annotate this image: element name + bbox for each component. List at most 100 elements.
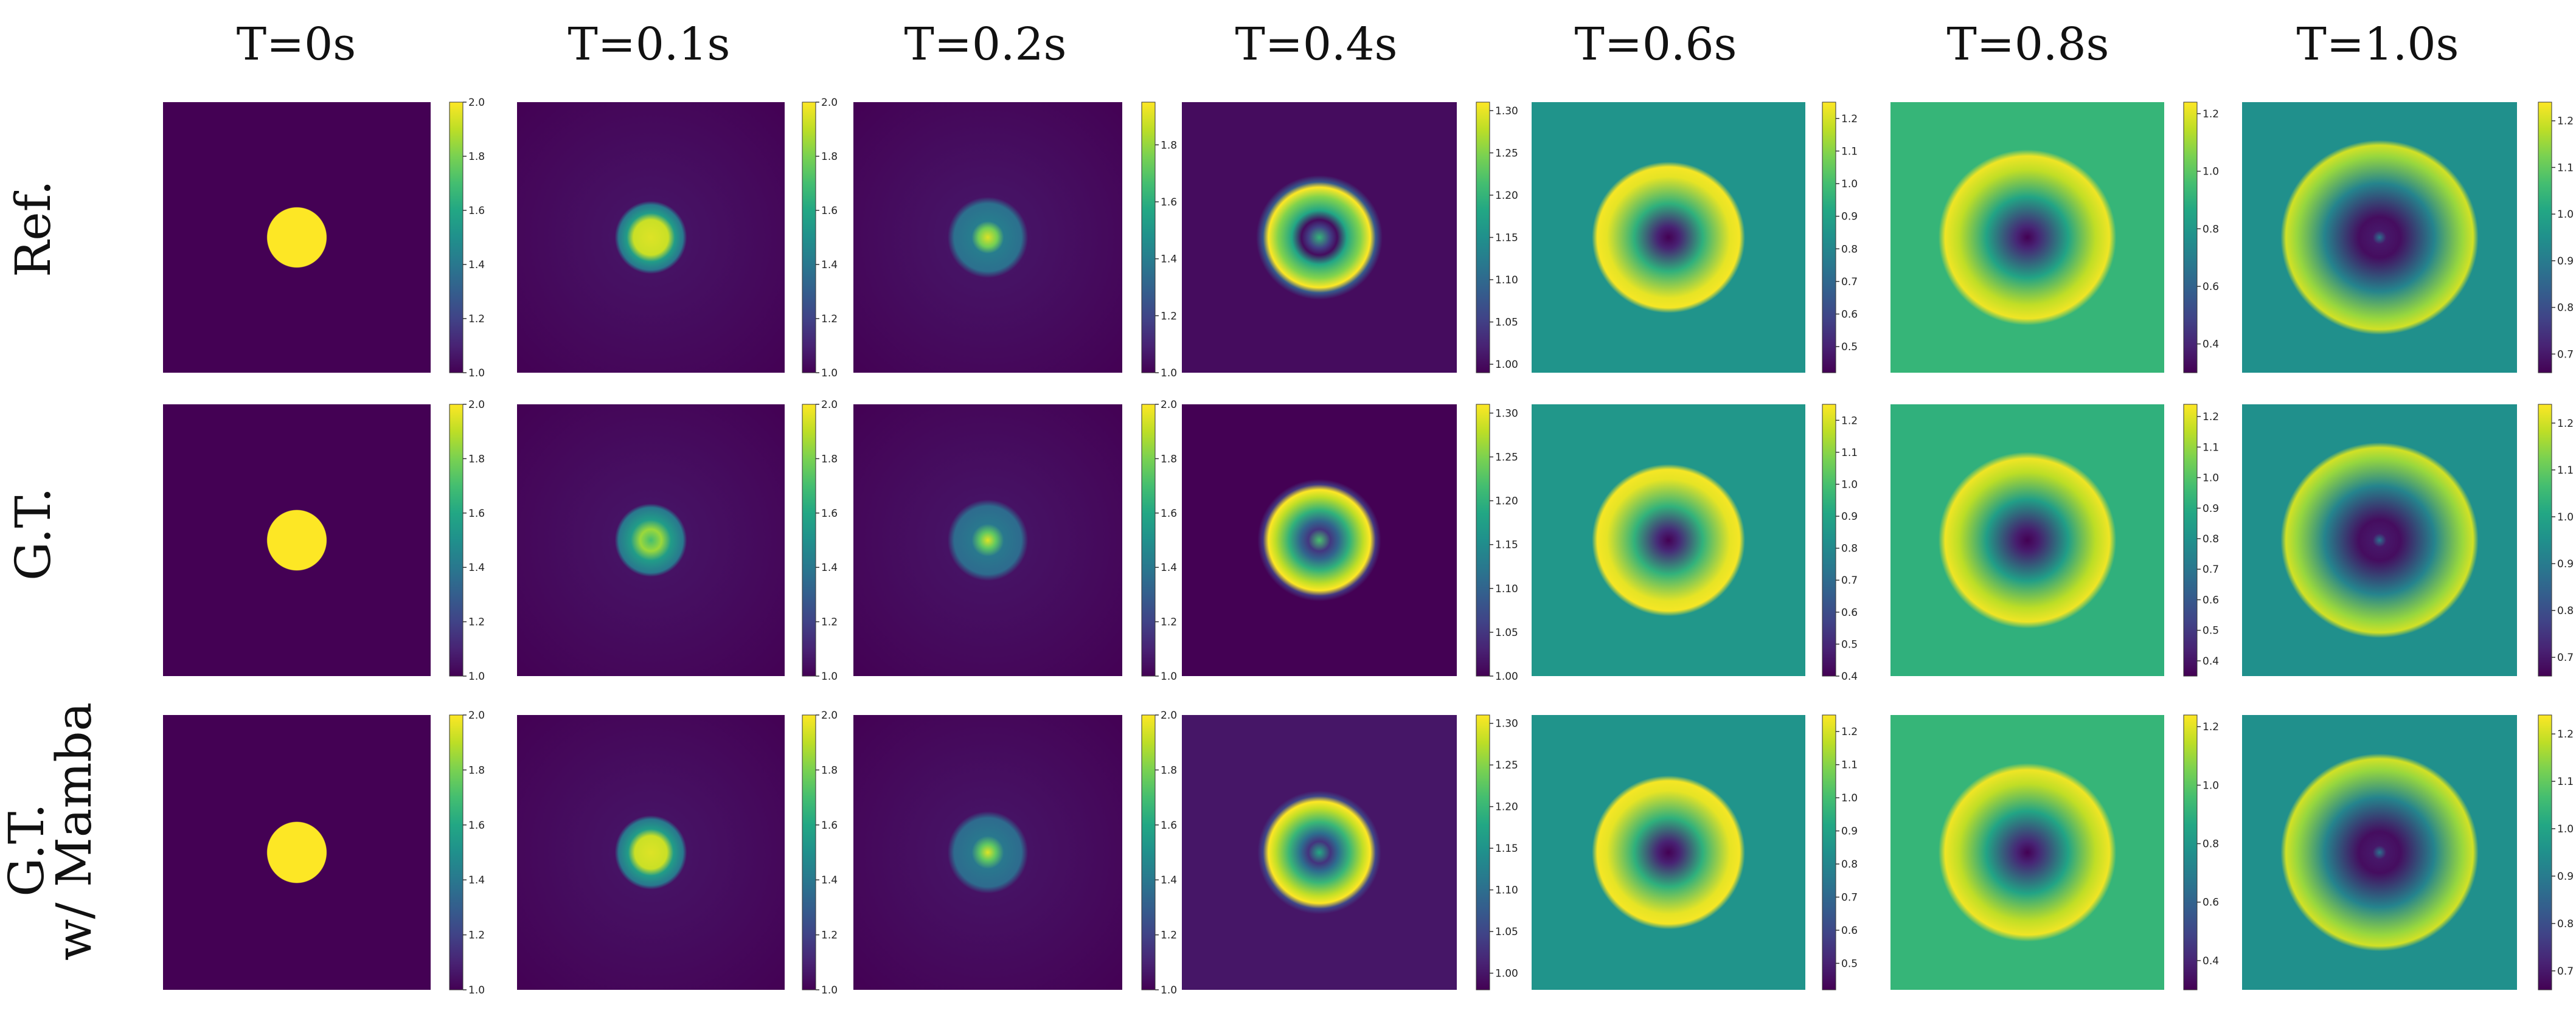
colorbar-tick-label: 0.8 xyxy=(2203,223,2219,235)
colorbar-r1-c6: 0.7 0.8 0.9 1.0 1.1 1.2 xyxy=(2538,398,2576,682)
colorbar-r0-c4: 0.5 0.6 0.7 0.8 0.9 1.0 1.1 1.2 xyxy=(1822,96,1864,379)
colorbar-tick-label: 1.0 xyxy=(2203,166,2219,178)
colorbar-tick-label: 1.25 xyxy=(1495,759,1518,772)
wave-field-r1-c6 xyxy=(2242,404,2517,676)
colorbar-tick-label: 0.6 xyxy=(1841,308,1858,320)
colorbar-tick-label: 1.8 xyxy=(468,764,485,776)
colorbar-tick-label: 1.6 xyxy=(1161,508,1177,520)
colorbar-tick-label: 1.2 xyxy=(2557,728,2574,741)
wave-field-r1-c1 xyxy=(517,404,785,676)
colorbar-r0-c5: 0.4 0.6 0.8 1.0 1.2 xyxy=(2183,96,2226,379)
colorbar-tick-label: 1.2 xyxy=(1161,617,1177,629)
colorbar-tick-label: 1.10 xyxy=(1495,274,1518,286)
colorbar-tick-label: 0.4 xyxy=(2203,339,2219,351)
colorbar-tick-label: 0.4 xyxy=(1841,671,1858,682)
colorbar-r1-c1: 1.0 1.2 1.4 1.6 1.8 2.0 xyxy=(802,398,844,682)
field-wave-pattern xyxy=(1182,102,1457,373)
colorbar-tick-label: 2.0 xyxy=(821,97,838,109)
wave-field-r1-c0 xyxy=(163,404,431,676)
colorbar-r2-c1: 1.0 1.2 1.4 1.6 1.8 2.0 xyxy=(802,709,844,996)
colorbar-tick-label: 0.9 xyxy=(1841,511,1858,523)
colorbar-tick-label: 0.8 xyxy=(2557,605,2574,617)
colorbar-tick-label: 0.7 xyxy=(1841,575,1858,587)
colorbar-r0-c1: 1.0 1.2 1.4 1.6 1.8 2.0 xyxy=(802,96,844,379)
colorbar-tick-label: 0.6 xyxy=(1841,607,1858,619)
wave-field-r1-c5 xyxy=(1890,404,2164,676)
colorbar-tick-label: 0.7 xyxy=(2557,652,2574,664)
colorbar-tick-label: 1.2 xyxy=(2203,721,2219,733)
wave-field-r1-c3 xyxy=(1182,404,1457,676)
colorbar-tick-label: 1.4 xyxy=(1161,254,1177,266)
field-wave-pattern xyxy=(2242,404,2517,676)
wave-field-r2-c5 xyxy=(1890,715,2164,990)
wave-field-r2-c4 xyxy=(1532,715,1805,990)
colorbar-tick-label: 1.30 xyxy=(1495,407,1518,420)
colorbar-tick-label: 1.00 xyxy=(1495,968,1518,980)
colorbar-tick-label: 0.9 xyxy=(2557,871,2574,883)
colorbar-tick-label: 0.5 xyxy=(2203,625,2219,637)
colorbar-gradient xyxy=(1476,715,1490,990)
colorbar-tick-label: 1.4 xyxy=(821,562,838,574)
wave-field-r0-c0 xyxy=(163,102,431,373)
colorbar-tick-label: 1.8 xyxy=(1161,764,1177,776)
field-wave-pattern xyxy=(1532,715,1805,990)
field-wave-pattern xyxy=(517,102,785,373)
colorbar-r2-c5: 0.4 0.6 0.8 1.0 1.2 xyxy=(2183,709,2226,996)
field-wave-pattern xyxy=(1890,715,2164,990)
colorbar-tick-label: 1.4 xyxy=(468,562,485,574)
colorbar-tick-label: 1.4 xyxy=(821,874,838,886)
wave-field-r2-c6 xyxy=(2242,715,2517,990)
wave-field-r1-c4 xyxy=(1532,404,1805,676)
colorbar-tick-label: 1.2 xyxy=(2557,418,2574,430)
colorbar-tick-label: 0.8 xyxy=(1841,243,1858,255)
colorbar-tick-label: 0.8 xyxy=(2557,302,2574,314)
colorbar-tick-label: 1.2 xyxy=(2557,116,2574,128)
colorbar-tick-label: 1.0 xyxy=(2203,472,2219,485)
row-label-gt-mamba-line2: w/ Mamba xyxy=(46,742,102,961)
colorbar-tick-label: 0.9 xyxy=(1841,826,1858,838)
field-wave-pattern xyxy=(163,404,431,676)
wave-field-r0-c4 xyxy=(1532,102,1805,373)
colorbar-tick-label: 1.0 xyxy=(2557,209,2574,221)
colorbar-tick-label: 2.0 xyxy=(1161,710,1177,722)
colorbar-tick-label: 1.0 xyxy=(1161,367,1177,379)
colorbar-tick-label: 1.0 xyxy=(468,367,485,379)
colorbar-tick-label: 0.7 xyxy=(1841,892,1858,904)
colorbar-tick-label: 0.8 xyxy=(1841,858,1858,871)
colorbar-tick-label: 2.0 xyxy=(821,710,838,722)
colorbar-tick-label: 1.0 xyxy=(468,671,485,682)
field-wave-pattern xyxy=(1532,404,1805,676)
colorbar-r0-c0: 1.0 1.2 1.4 1.6 1.8 2.0 xyxy=(449,96,491,379)
colorbar-gradient xyxy=(450,715,463,990)
column-title-t02: T=0.2s xyxy=(852,18,1119,71)
colorbar-tick-label: 1.0 xyxy=(1841,792,1858,804)
colorbar-r0-c2: 1.0 1.2 1.4 1.6 1.8 xyxy=(1141,96,1184,379)
colorbar-tick-label: 1.0 xyxy=(821,367,838,379)
colorbar-r0-c3: 1.00 1.05 1.10 1.15 1.20 1.25 1.30 xyxy=(1476,96,1518,379)
colorbar-gradient xyxy=(1142,404,1155,676)
colorbar-tick-label: 0.8 xyxy=(2203,533,2219,545)
colorbar-gradient xyxy=(1142,715,1155,990)
colorbar-tick-label: 1.15 xyxy=(1495,843,1518,855)
colorbar-tick-label: 1.8 xyxy=(468,453,485,465)
colorbar-tick-label: 1.2 xyxy=(821,313,838,325)
colorbar-tick-label: 1.0 xyxy=(821,671,838,682)
column-title-t04: T=0.4s xyxy=(1182,18,1450,71)
colorbar-gradient xyxy=(1822,404,1836,676)
colorbar-tick-label: 1.2 xyxy=(1841,415,1858,427)
colorbar-tick-label: 0.7 xyxy=(2557,965,2574,978)
colorbar-tick-label: 0.4 xyxy=(2203,655,2219,668)
colorbar-tick-label: 1.8 xyxy=(1161,453,1177,465)
colorbar-tick-label: 0.8 xyxy=(1841,543,1858,555)
colorbar-tick-label: 1.0 xyxy=(1841,178,1858,190)
colorbar-tick-label: 1.0 xyxy=(468,984,485,996)
colorbar-tick-label: 1.0 xyxy=(2557,823,2574,835)
colorbar-tick-label: 0.5 xyxy=(1841,341,1858,353)
colorbar-tick-label: 2.0 xyxy=(468,399,485,411)
field-wave-pattern xyxy=(853,102,1122,373)
wave-field-r2-c1 xyxy=(517,715,785,990)
colorbar-tick-label: 1.2 xyxy=(468,930,485,942)
colorbar-tick-label: 1.2 xyxy=(1161,310,1177,322)
colorbar-tick-label: 1.4 xyxy=(468,874,485,886)
colorbar-tick-label: 0.6 xyxy=(2203,594,2219,606)
